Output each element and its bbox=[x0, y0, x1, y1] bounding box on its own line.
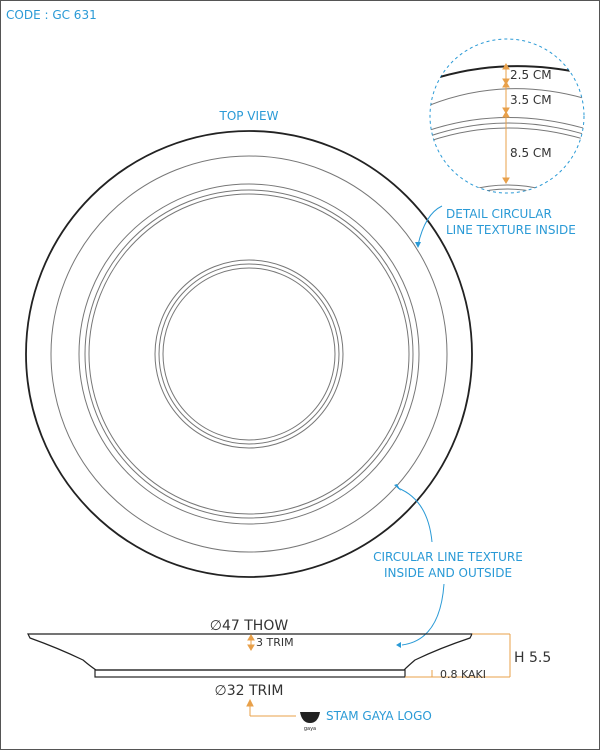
detail-magnifier-circle bbox=[429, 38, 585, 194]
circular-note-line1: CIRCULAR LINE TEXTURE bbox=[373, 550, 523, 564]
side-height: H 5.5 bbox=[514, 650, 551, 666]
plate-ring-4 bbox=[88, 193, 410, 515]
plate-center-ring-1 bbox=[154, 259, 344, 449]
detail-dimension-3: 8.5 CM bbox=[510, 146, 552, 160]
circular-note-pointer-bottom bbox=[401, 583, 445, 646]
side-kaki: 0.8 KAKI bbox=[440, 668, 486, 681]
logo-label: STAM GAYA LOGO bbox=[326, 709, 432, 723]
side-top-diameter: ∅47 THOW bbox=[210, 618, 289, 634]
plate-ring-1 bbox=[50, 155, 448, 553]
detail-pointer-head bbox=[415, 242, 421, 248]
side-top-trim: 3 TRIM bbox=[256, 636, 294, 649]
height-dimension bbox=[405, 633, 511, 678]
detail-note-line2: LINE TEXTURE INSIDE bbox=[446, 223, 576, 237]
trim-arrow bbox=[247, 634, 255, 651]
plate-ring-3 bbox=[84, 189, 414, 519]
plate-top-view bbox=[25, 130, 473, 578]
circular-note-arrowhead-bottom bbox=[396, 642, 401, 648]
plate-center-ring-2 bbox=[158, 263, 340, 445]
circular-note-pointer-top bbox=[397, 487, 433, 543]
circular-note-line2: INSIDE AND OUTSIDE bbox=[384, 566, 512, 580]
detail-pointer bbox=[417, 205, 443, 246]
plate-rim-outer bbox=[25, 130, 473, 578]
circular-note-arrowhead-top bbox=[394, 484, 401, 491]
detail-dimension-2: 3.5 CM bbox=[510, 93, 552, 107]
plate-ring-2 bbox=[78, 183, 420, 525]
product-code: CODE : GC 631 bbox=[6, 8, 97, 22]
detail-note-line1: DETAIL CIRCULAR bbox=[446, 207, 552, 221]
bowl-icon bbox=[300, 712, 320, 723]
gaya-logo: gaya bbox=[300, 712, 320, 732]
plate-center-ring-3 bbox=[162, 267, 336, 441]
side-bottom-diameter: ∅32 TRIM bbox=[215, 683, 284, 699]
top-view-label: TOP VIEW bbox=[218, 109, 278, 123]
detail-dimension-1: 2.5 CM bbox=[510, 68, 552, 82]
detail-dimension-arrows bbox=[502, 63, 510, 184]
plate-side-view bbox=[27, 633, 473, 678]
detail-arcs bbox=[430, 65, 584, 193]
logo-text: gaya bbox=[304, 726, 316, 732]
logo-pointer bbox=[246, 698, 296, 717]
